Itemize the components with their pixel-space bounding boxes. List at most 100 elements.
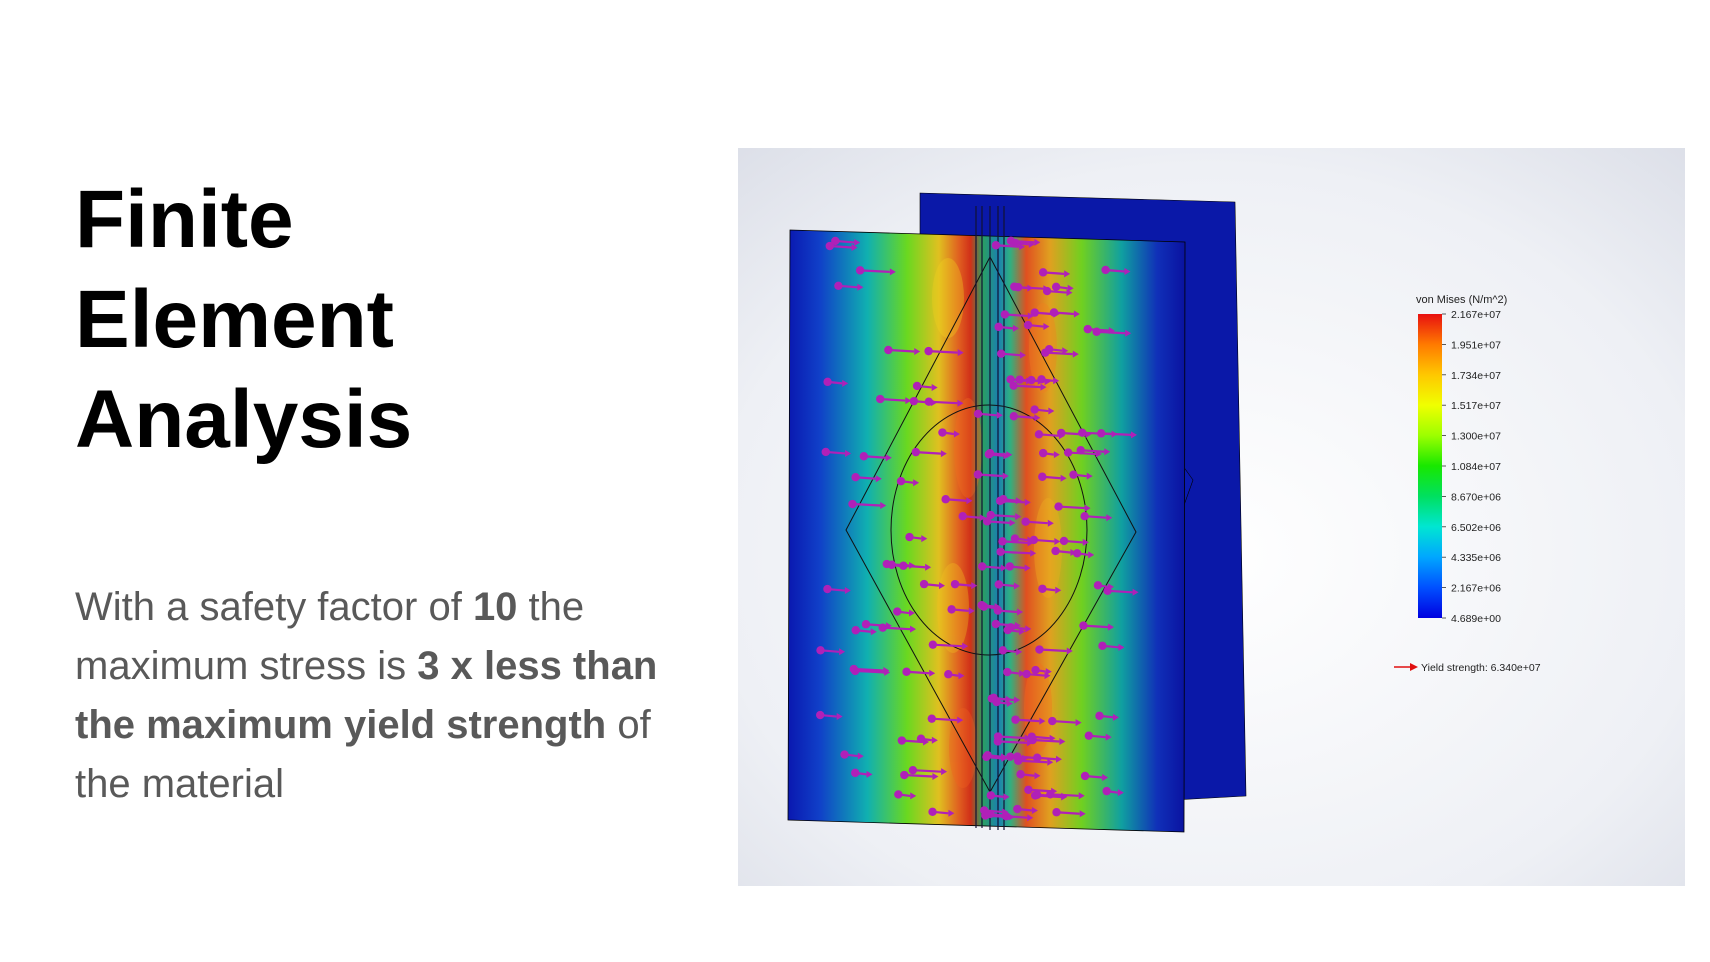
load-arrow (900, 770, 939, 781)
yield-strength-label: Yield strength: 6.340e+07 (1421, 662, 1541, 674)
center-seam (975, 206, 1005, 830)
load-arrow (973, 470, 1009, 480)
load-arrow (1072, 549, 1095, 559)
load-arrow (1009, 381, 1047, 391)
load-arrow (1011, 238, 1035, 248)
legend-color-bar (1418, 314, 1442, 618)
load-arrow (1096, 429, 1137, 439)
load-arrow (1035, 645, 1073, 655)
load-arrow (855, 266, 896, 276)
load-arrow (908, 765, 948, 776)
load-arrows (815, 236, 1139, 822)
load-arrow (1021, 517, 1054, 527)
load-arrow (834, 281, 864, 291)
load-arrow (894, 790, 917, 800)
load-arrow (944, 670, 965, 680)
load-arrow (815, 710, 843, 721)
load-arrow (882, 559, 916, 570)
load-arrow (916, 734, 938, 744)
load-arrow (1051, 282, 1074, 292)
load-arrow (1038, 472, 1067, 482)
legend-tick-label: 1.951e+07 (1451, 339, 1501, 351)
load-arrow (848, 499, 887, 510)
load-arrow (1052, 808, 1086, 818)
load-arrow (1059, 536, 1089, 546)
load-arrow (1011, 715, 1046, 725)
load-arrow (941, 495, 973, 505)
load-arrow (924, 346, 964, 357)
load-arrow (986, 791, 1010, 801)
legend-tick-label: 8.670e+06 (1451, 491, 1501, 503)
load-arrow (1013, 804, 1038, 815)
load-arrow (912, 381, 938, 391)
stress-legend: von Mises (N/m^2) 2.167e+07 1.951e+07 1.73… (1394, 294, 1541, 674)
load-arrow (825, 241, 858, 252)
load-arrow (1051, 546, 1077, 556)
load-arrow (986, 510, 1022, 521)
load-arrow (1029, 535, 1061, 545)
legend-tick-label: 1.517e+07 (1451, 400, 1501, 412)
load-arrow (861, 620, 892, 630)
load-arrow (958, 512, 986, 522)
load-arrow (1057, 428, 1092, 438)
load-arrow (821, 447, 852, 457)
load-arrow (1015, 375, 1044, 385)
load-arrow (1044, 344, 1069, 355)
load-arrow (1080, 512, 1113, 522)
load-arrow (1038, 448, 1060, 459)
load-arrow (973, 409, 1003, 419)
legend-ticks: 2.167e+07 1.951e+07 1.734e+07 1.517e+07 1.30… (1442, 309, 1501, 625)
load-arrow (993, 732, 1031, 742)
stress-comparison-emphasis: 3 x less than the maximum yield strength (75, 644, 658, 747)
load-arrow (1102, 786, 1124, 797)
load-arrow (1028, 735, 1066, 746)
load-arrow (1030, 308, 1060, 318)
load-arrow (1080, 771, 1109, 781)
load-arrow (823, 377, 849, 387)
load-arrow (1076, 446, 1111, 456)
load-arrow (1038, 268, 1071, 278)
load-arrow (911, 447, 947, 458)
load-arrow (1103, 586, 1139, 596)
fea-result-svg: von Mises (N/m^2) 2.167e+07 1.951e+07 1.73… (738, 148, 1685, 886)
load-arrow (823, 584, 851, 595)
load-arrow (947, 605, 975, 615)
body-text-part-2: the maximum stress is (75, 585, 585, 688)
load-arrow (1003, 625, 1026, 636)
load-arrow (994, 322, 1019, 332)
load-arrow (983, 750, 1007, 761)
load-arrow (1030, 791, 1068, 801)
legend-title: von Mises (N/m^2) (1416, 294, 1507, 306)
load-arrow (1069, 470, 1093, 480)
load-arrow (1048, 716, 1082, 727)
load-arrow (1038, 584, 1062, 594)
load-arrow (851, 666, 891, 676)
fea-result-figure: von Mises (N/m^2) 2.167e+07 1.951e+07 1.73… (738, 148, 1685, 886)
legend-tick-label: 6.502e+06 (1451, 522, 1501, 534)
load-arrow (1101, 265, 1131, 275)
yield-arrow-head (1410, 663, 1418, 671)
load-arrow (851, 626, 877, 636)
body-text-part-1: With a safety factor of (75, 585, 473, 629)
load-arrow (851, 473, 882, 483)
load-arrow (840, 750, 864, 760)
load-arrow (927, 714, 964, 724)
load-arrow (980, 806, 1009, 816)
legend-tick-label: 4.689e+00 (1451, 613, 1501, 625)
legend-tick-label: 1.734e+07 (1451, 370, 1501, 382)
load-arrow (1003, 667, 1026, 678)
front-plate-stress (787, 229, 1186, 833)
load-arrow (816, 646, 846, 656)
load-arrow (1083, 324, 1115, 335)
load-arrow (1031, 665, 1052, 676)
legend-tick-label: 4.335e+06 (1451, 552, 1501, 564)
legend-tick-label: 2.167e+06 (1451, 583, 1501, 595)
load-arrow (982, 517, 1016, 527)
load-arrow (1000, 310, 1034, 320)
load-arrow (950, 579, 978, 590)
title-line-1: Finite (75, 174, 294, 265)
circular-cutout-outline (890, 404, 1088, 656)
load-arrow (1079, 621, 1115, 631)
load-arrow (1095, 711, 1119, 721)
legend-tick-label: 1.300e+07 (1451, 431, 1501, 443)
